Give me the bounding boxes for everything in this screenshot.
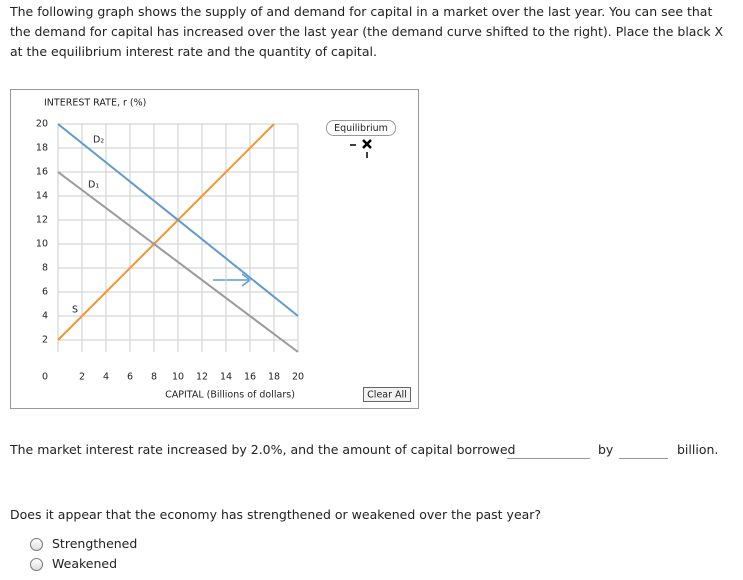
x-tick-label: 14 [220,372,232,383]
radio-button[interactable] [30,558,43,571]
statement-1: The market interest rate increased by 2.… [10,442,516,457]
statement-3: billion. [677,442,719,457]
question-text: Does it appear that the economy has stre… [10,507,542,522]
y-tick-label: 16 [36,167,48,178]
curve-label: D₂ [93,135,104,146]
curve [57,123,299,317]
x-tick-label: 16 [244,372,256,383]
y-tick-label: 0 [42,372,48,383]
x-tick-label: 4 [103,372,109,383]
y-tick-label: 20 [36,119,48,130]
y-axis-label: INTEREST RATE, r (%) [44,98,146,109]
curve [57,171,299,353]
graph-panel: INTEREST RATE, r (%) CAPITAL (Billions o… [10,89,419,409]
x-tick-label: 10 [172,372,184,383]
y-tick-label: 10 [36,239,48,250]
x-tick-label: 8 [151,372,157,383]
y-tick-label: 14 [36,191,48,202]
x-axis-label: CAPITAL (Billions of dollars) [165,390,295,401]
intro-text: The following graph shows the supply of … [10,4,724,59]
statement-2: by [598,442,614,457]
clear-all-label: Clear All [367,390,407,401]
option[interactable]: Weakened [30,554,117,574]
x-tick-label: 12 [196,372,208,383]
equilibrium-label: Equilibrium [334,123,388,134]
y-tick-label: 6 [42,287,48,298]
x-tick-label: 6 [127,372,133,383]
answer-blank-direction[interactable] [507,444,590,459]
y-tick-label: 2 [42,335,48,346]
y-tick-label: 8 [42,263,48,274]
answer-blank-amount[interactable] [619,444,668,459]
option[interactable]: Strengthened [30,534,137,554]
y-tick-label: 4 [42,311,48,322]
x-tick-label: 20 [292,372,304,383]
y-tick-label: 12 [36,215,48,226]
y-tick-label: 18 [36,143,48,154]
equilibrium-marker[interactable] [350,139,372,158]
option-label: Weakened [52,556,118,571]
x-tick-label: 2 [79,372,85,383]
curve-label: S [72,305,78,316]
x-tick-label: 18 [268,372,280,383]
curve-label: D₁ [88,180,99,191]
radio-button[interactable] [30,538,43,551]
equilibrium-button[interactable] [326,120,396,136]
curve [57,123,275,341]
option-label: Strengthened [52,536,138,551]
clear-all-button[interactable] [363,387,411,402]
